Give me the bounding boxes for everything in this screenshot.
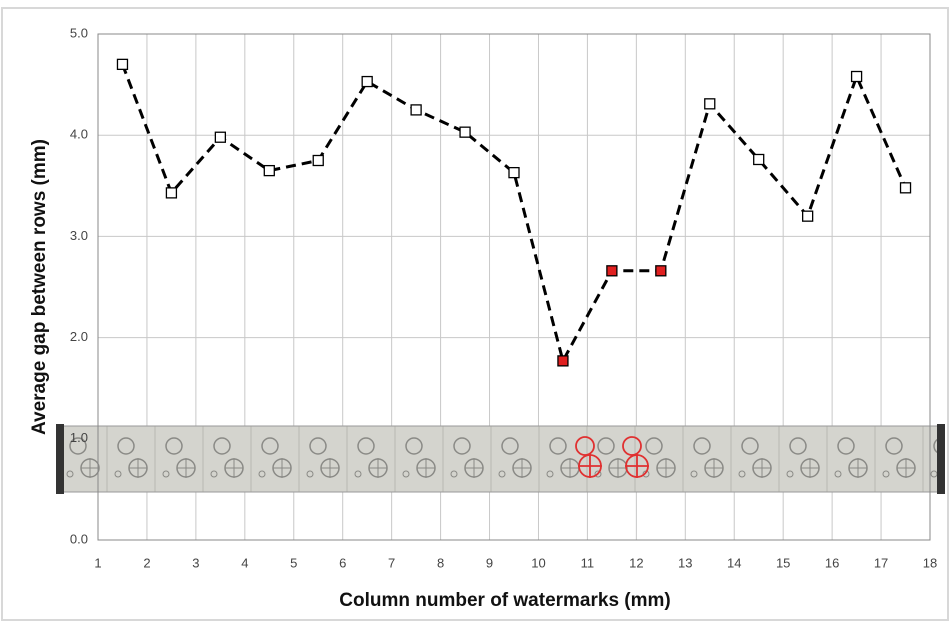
x-tick-label: 3	[192, 555, 199, 570]
marker	[705, 99, 715, 109]
x-tick-label: 16	[825, 555, 839, 570]
marker	[803, 211, 813, 221]
marker	[460, 127, 470, 137]
marker	[656, 266, 666, 276]
x-tick-label: 9	[486, 555, 493, 570]
marker	[313, 156, 323, 166]
marker	[509, 168, 519, 178]
x-axis-label: Column number of watermarks (mm)	[339, 590, 671, 611]
x-tick-label: 6	[339, 555, 346, 570]
x-tick-label: 1	[94, 555, 101, 570]
x-tick-label: 13	[678, 555, 692, 570]
marker	[362, 77, 372, 87]
x-tick-label: 17	[874, 555, 888, 570]
y-tick-label: 4.0	[70, 127, 88, 142]
watermark-strip	[56, 424, 945, 494]
marker	[166, 188, 176, 198]
x-tick-label: 18	[923, 555, 937, 570]
y-tick-label: 0.0	[70, 531, 88, 546]
y-tick-label: 1.0	[70, 430, 88, 445]
x-tick-label: 12	[629, 555, 643, 570]
x-tick-label: 4	[241, 555, 248, 570]
frame	[2, 8, 948, 620]
marker	[754, 154, 764, 164]
line	[122, 64, 905, 361]
marker	[411, 105, 421, 115]
x-tick-label: 2	[143, 555, 150, 570]
chart: Column number of watermarks (mm) Average…	[0, 0, 952, 625]
marker	[852, 72, 862, 82]
marker	[117, 59, 127, 69]
page: Column number of watermarks (mm) Average…	[0, 0, 952, 625]
x-tick-label: 11	[581, 555, 595, 570]
marker	[558, 356, 568, 366]
y-tick-label: 2.0	[70, 329, 88, 344]
series	[117, 59, 910, 366]
y-tick-label: 5.0	[70, 25, 88, 40]
marker	[264, 166, 274, 176]
marker	[215, 132, 225, 142]
y-tick-label: 3.0	[70, 228, 88, 243]
x-tick-label: 5	[290, 555, 297, 570]
x-tick-label: 10	[531, 555, 545, 570]
y-axis-label: Average gap between rows (mm)	[29, 139, 50, 435]
marker	[901, 183, 911, 193]
x-tick-label: 8	[437, 555, 444, 570]
marker	[607, 266, 617, 276]
x-tick-label: 15	[776, 555, 790, 570]
x-tick-label: 7	[388, 555, 395, 570]
x-tick-label: 14	[727, 555, 741, 570]
